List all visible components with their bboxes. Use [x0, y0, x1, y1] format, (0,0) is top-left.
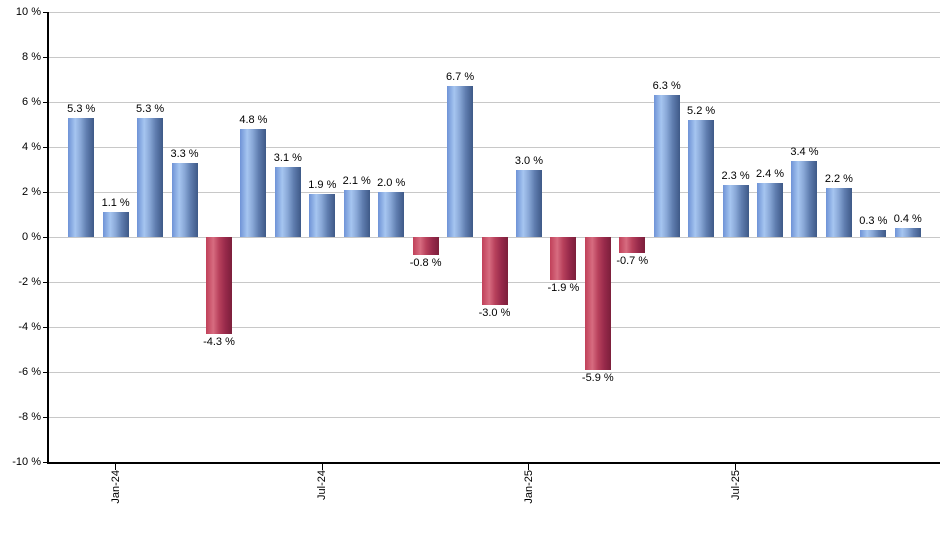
y-tick-label: -6 %	[18, 366, 41, 378]
y-tick-label: -4 %	[18, 321, 41, 333]
y-axis-tick	[43, 237, 47, 238]
bar-value-label: 2.0 %	[377, 177, 406, 189]
bar	[68, 117, 95, 237]
bar	[722, 185, 749, 237]
bar-value-label: 3.3 %	[170, 147, 199, 160]
bar	[378, 192, 405, 237]
y-tick-label: -10 %	[12, 456, 41, 468]
gridline	[49, 417, 940, 418]
bar	[825, 187, 852, 237]
y-axis-tick	[43, 462, 47, 463]
bar-value-label: 6.7 %	[445, 71, 475, 84]
y-tick-label: 4 %	[22, 141, 41, 153]
bar	[343, 189, 370, 237]
bar-value-label: -3.0 %	[478, 306, 511, 319]
y-tick-label: 6 %	[22, 96, 41, 108]
bar	[205, 237, 232, 334]
bar	[791, 160, 818, 237]
bar	[447, 86, 474, 237]
y-axis-line	[47, 12, 49, 464]
bar-value-label: 1.1 %	[101, 197, 130, 210]
bar-value-label: 2.4 %	[755, 168, 785, 180]
y-axis-tick	[43, 102, 47, 103]
bar-value-label: 3.0 %	[514, 154, 543, 167]
bar-value-label: 2.2 %	[824, 172, 853, 185]
bar	[240, 129, 267, 237]
bar-value-label: -5.9 %	[581, 371, 614, 384]
bar	[757, 183, 784, 237]
y-tick-label: -2 %	[18, 276, 41, 288]
bar	[619, 237, 646, 253]
bar-value-label: 5.2 %	[687, 105, 716, 117]
x-axis-tick	[115, 462, 117, 470]
y-axis-tick	[43, 327, 47, 328]
y-axis-tick	[43, 417, 47, 418]
y-tick-label: -8 %	[18, 411, 41, 423]
bar-value-label: 1.9 %	[308, 179, 337, 192]
y-axis-tick	[43, 192, 47, 193]
bar	[102, 212, 129, 237]
x-axis-tick	[528, 462, 530, 470]
x-axis-tick	[321, 462, 323, 470]
y-tick-label: 2 %	[22, 186, 41, 198]
bar	[894, 228, 921, 237]
gridline	[49, 102, 940, 103]
y-axis-tick	[43, 372, 47, 373]
bar	[274, 167, 301, 237]
bar	[171, 162, 198, 237]
y-tick-label: 8 %	[22, 51, 41, 63]
bar-value-label: -0.8 %	[409, 257, 442, 269]
bar-value-label: -1.9 %	[547, 281, 580, 294]
bar	[309, 194, 336, 237]
gridline	[49, 12, 940, 13]
bar	[412, 237, 439, 255]
gridline	[49, 372, 940, 373]
bar-value-label: 3.4 %	[790, 145, 819, 158]
y-tick-label: 10 %	[15, 6, 41, 18]
x-axis-tick	[735, 462, 737, 470]
y-axis-tick	[43, 57, 47, 58]
bar-value-label: -4.3 %	[203, 335, 235, 348]
bar-value-label: 0.4 %	[893, 213, 922, 225]
gridline	[49, 192, 940, 193]
bar	[860, 230, 887, 237]
bar-value-label: 6.3 %	[652, 80, 681, 93]
gridline	[49, 57, 940, 58]
gridline	[49, 327, 940, 328]
x-axis-line	[47, 462, 940, 464]
bar	[481, 237, 508, 305]
x-tick-label: Jan-25	[522, 470, 535, 504]
x-tick-label: Jul-25	[729, 470, 742, 500]
x-tick-label: Jul-24	[316, 470, 329, 500]
bar-value-label: 4.8 %	[239, 114, 268, 126]
bar-value-label: 0.3 %	[859, 215, 888, 228]
bar-value-label: 5.3 %	[67, 102, 96, 115]
y-axis-tick	[43, 147, 47, 148]
bar-value-label: 5.3 %	[136, 102, 165, 115]
bar-value-label: -0.7 %	[616, 254, 649, 267]
gridline	[49, 147, 940, 148]
bar	[515, 169, 542, 237]
bar	[688, 120, 715, 237]
bar	[584, 237, 611, 370]
bar-value-label: 3.1 %	[273, 152, 302, 165]
bar	[653, 95, 680, 237]
plot-area: 5.3 % 1.1 % 5.3 % 3.3 % -4.3 % 4.8 % 3.1 % 1.9 …	[49, 12, 940, 462]
y-axis-tick	[43, 282, 47, 283]
x-tick-label: Jan-24	[109, 470, 122, 504]
bar-value-label: 2.3 %	[721, 170, 750, 183]
bar	[550, 237, 577, 280]
y-tick-label: 0 %	[22, 231, 41, 243]
bar	[137, 117, 164, 237]
y-axis-tick	[43, 12, 47, 13]
bar-value-label: 2.1 %	[342, 174, 371, 187]
